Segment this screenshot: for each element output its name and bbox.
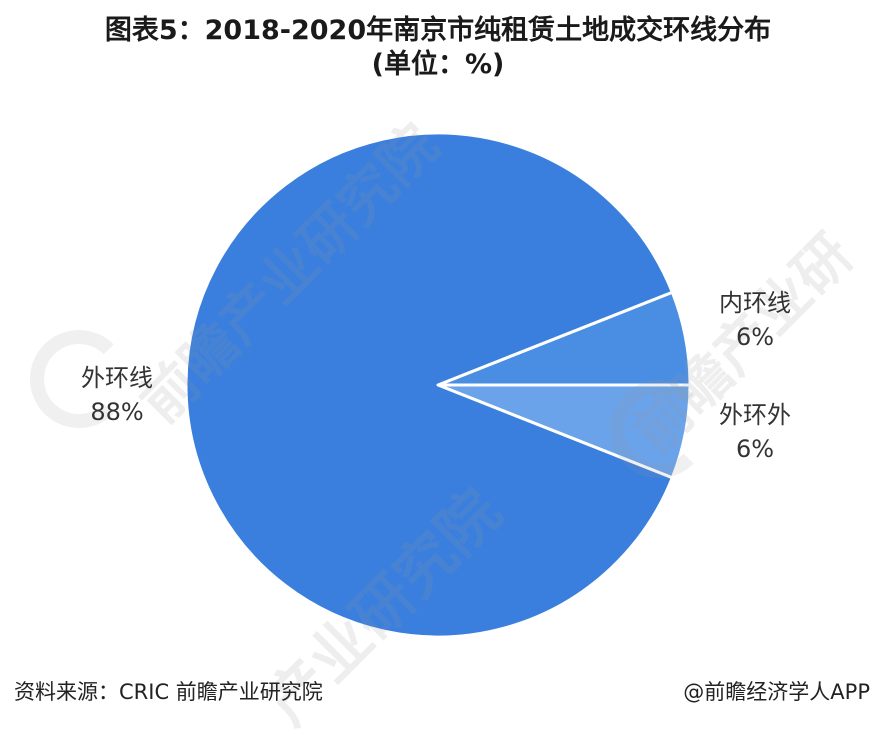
slice-label-outside-outer-ring: 外环外 6%: [700, 398, 810, 466]
slice-label-inner-ring: 内环线 6%: [700, 286, 810, 354]
slice-label-outer-ring-line: 外环线 88%: [62, 361, 172, 429]
slice-label-name: 外环线: [81, 364, 153, 392]
slice-label-value: 6%: [735, 435, 775, 463]
slice-label-name: 外环外: [719, 401, 791, 429]
chart-title-line2: (单位：%): [371, 49, 505, 80]
slice-label-value: 88%: [90, 398, 144, 426]
credit-note: @前瞻经济学人APP: [683, 680, 870, 704]
slice-label-name: 内环线: [719, 289, 791, 317]
slice-outer-ring-line: [184, 131, 674, 639]
chart-title: 图表5：2018-2020年南京市纯租赁土地成交环线分布 (单位：%): [0, 14, 876, 82]
source-note: 资料来源：CRIC 前瞻产业研究院: [14, 680, 323, 704]
chart-title-line1: 图表5：2018-2020年南京市纯租赁土地成交环线分布: [104, 15, 772, 46]
slice-label-value: 6%: [735, 323, 775, 351]
